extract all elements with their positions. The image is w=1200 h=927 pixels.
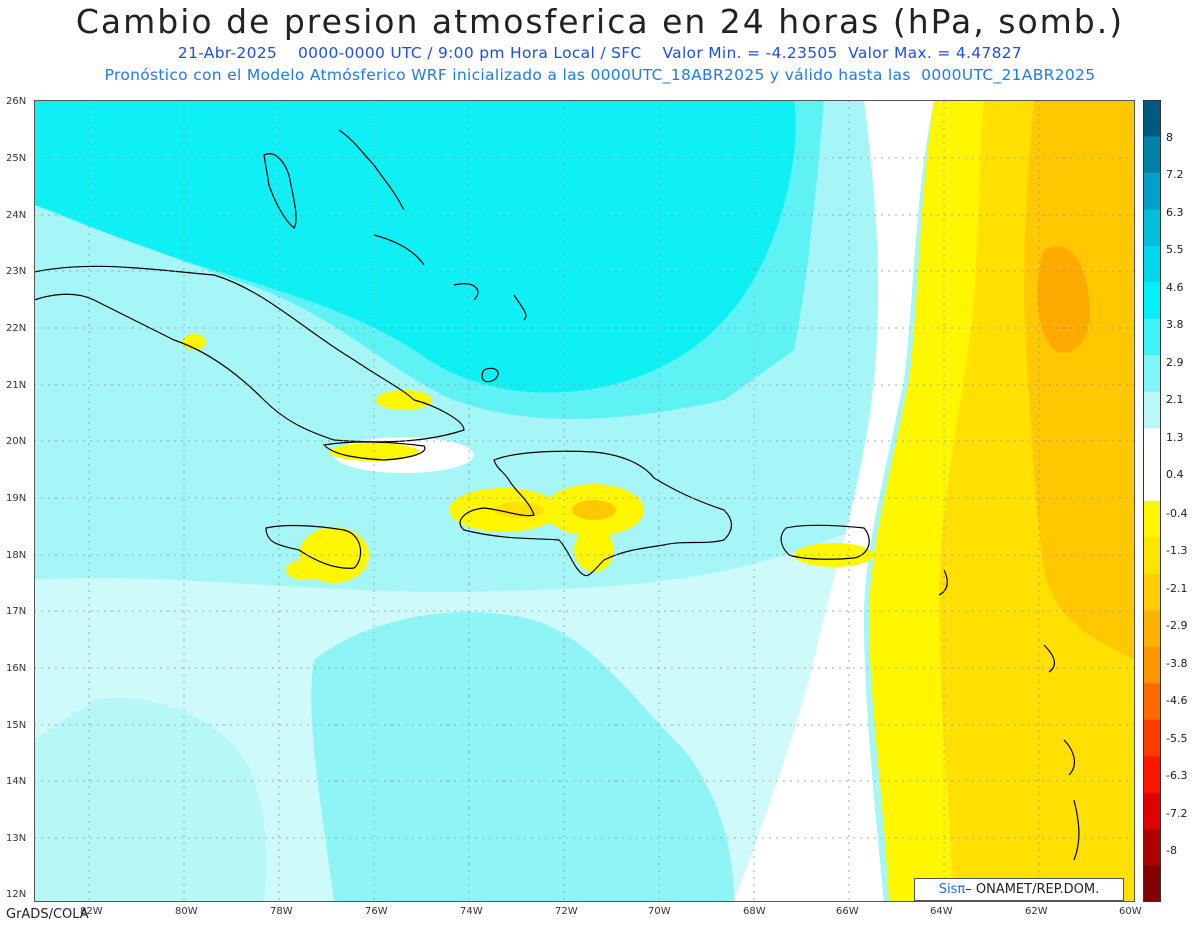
lon-label: 70W: [648, 906, 671, 917]
colorbar-border: [1143, 100, 1161, 902]
colorbar-label: -0.4: [1166, 507, 1188, 520]
colorbar-swatch: [1143, 172, 1161, 210]
colorbar-label: -3.8: [1166, 657, 1188, 670]
colorbar-label: 6.3: [1166, 206, 1184, 219]
colorbar-swatch: [1143, 391, 1161, 429]
colorbar-label: 2.1: [1166, 393, 1184, 406]
colorbar-label: -6.3: [1166, 769, 1188, 782]
lat-label: 25N: [6, 153, 27, 164]
colorbar-label: 7.2: [1166, 168, 1184, 181]
colorbar-swatch: [1143, 355, 1161, 393]
colorbar-swatch: [1143, 428, 1161, 466]
colorbar-label: -1.3: [1166, 544, 1188, 557]
lon-label: 62W: [1025, 906, 1048, 917]
colorbar-swatch: [1143, 464, 1161, 502]
colorbar-label: 4.6: [1166, 281, 1184, 294]
lon-label: 82W: [80, 906, 103, 917]
colorbar-swatch: [1143, 100, 1161, 137]
colorbar-label: -5.5: [1166, 732, 1188, 745]
grads-footer: GrADS/COLA: [6, 907, 89, 922]
model-run-subtitle: Pronóstico con el Modelo Atmósferico WRF…: [104, 66, 1096, 84]
colorbar-swatch: [1143, 136, 1161, 174]
colorbar-swatch: [1143, 646, 1161, 684]
lon-label: 78W: [270, 906, 293, 917]
colorbar-swatch: [1143, 610, 1161, 648]
colorbar-label: -2.1: [1166, 582, 1188, 595]
colorbar: [1143, 100, 1161, 902]
credit-box: Sisπ– ONAMET/REP.DOM.: [914, 878, 1124, 901]
lon-label: 72W: [555, 906, 578, 917]
lat-label: 15N: [6, 720, 27, 731]
colorbar-label: -2.9: [1166, 619, 1188, 632]
colorbar-swatch: [1143, 501, 1161, 538]
lon-label: 64W: [930, 906, 953, 917]
colorbar-swatch: [1143, 829, 1161, 867]
colorbar-swatch: [1143, 865, 1161, 902]
lat-label: 26N: [6, 96, 27, 107]
colorbar-swatch: [1143, 756, 1161, 794]
colorbar-swatch: [1143, 719, 1161, 757]
map-title: Cambio de presion atmosferica en 24 hora…: [75, 2, 1125, 41]
lon-label: 74W: [460, 906, 483, 917]
colorbar-swatch: [1143, 573, 1161, 611]
credit-prefix: Sis: [938, 882, 958, 897]
colorbar-label: 8: [1166, 131, 1173, 144]
pressure-change-map: [34, 100, 1135, 902]
lat-label: 16N: [6, 663, 27, 674]
colorbar-swatch: [1143, 209, 1161, 247]
colorbar-label: -7.2: [1166, 807, 1188, 820]
lat-label: 19N: [6, 493, 27, 504]
colorbar-label: 5.5: [1166, 243, 1184, 256]
colorbar-swatch: [1143, 683, 1161, 721]
colorbar-label: 3.8: [1166, 318, 1184, 331]
lat-label: 21N: [6, 380, 27, 391]
lat-label: 12N: [6, 889, 27, 900]
lat-label: 13N: [6, 833, 27, 844]
lon-label: 76W: [365, 906, 388, 917]
colorbar-swatch: [1143, 792, 1161, 830]
lon-label: 66W: [836, 906, 859, 917]
colorbar-swatch: [1143, 318, 1161, 356]
lat-label: 23N: [6, 266, 27, 277]
colorbar-label: 0.4: [1166, 468, 1184, 481]
credit-suffix: – ONAMET/REP.DOM.: [965, 882, 1100, 897]
colorbar-label: -8: [1166, 844, 1177, 857]
colorbar-swatch: [1143, 245, 1161, 283]
colorbar-label: -4.6: [1166, 694, 1188, 707]
lon-label: 80W: [175, 906, 198, 917]
colorbar-swatch: [1143, 537, 1161, 575]
valid-time-subtitle: 21-Abr-2025 0000-0000 UTC / 9:00 pm Hora…: [177, 44, 1023, 62]
lat-label: 18N: [6, 550, 27, 561]
colorbar-label: 2.9: [1166, 356, 1184, 369]
lat-label: 24N: [6, 210, 27, 221]
lat-label: 20N: [6, 436, 27, 447]
colorbar-label: 1.3: [1166, 431, 1184, 444]
colorbar-swatch: [1143, 282, 1161, 320]
lon-label: 60W: [1119, 906, 1142, 917]
lon-label: 68W: [743, 906, 766, 917]
lat-label: 17N: [6, 606, 27, 617]
credit-pi: π: [957, 882, 966, 897]
lat-label: 22N: [6, 323, 27, 334]
lat-label: 14N: [6, 776, 27, 787]
